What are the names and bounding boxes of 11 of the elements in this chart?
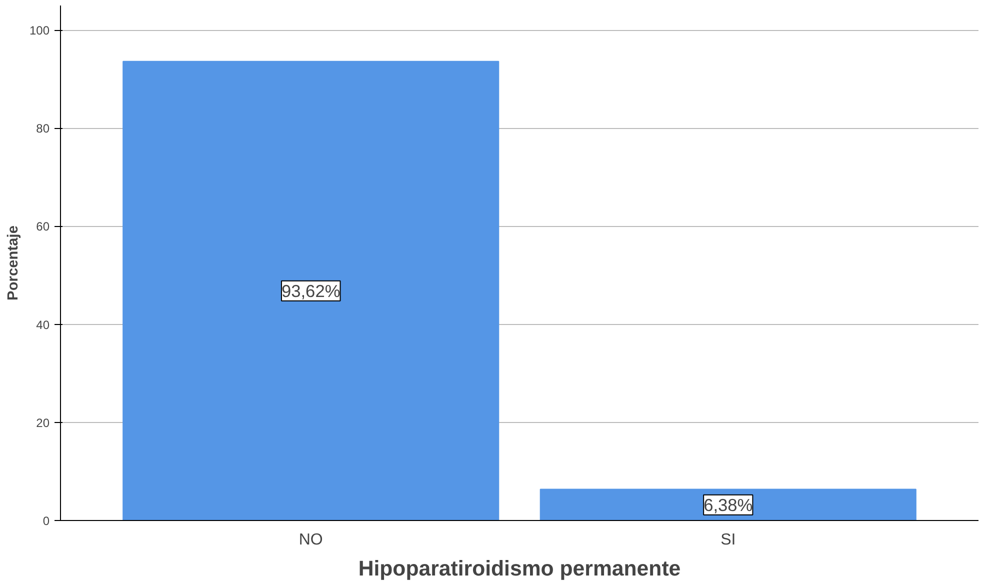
y-tick-label: 20 bbox=[36, 416, 50, 430]
y-tick-label: 40 bbox=[36, 318, 50, 332]
x-tick-label: SI bbox=[720, 532, 736, 548]
y-tick-label: 0 bbox=[42, 514, 50, 528]
y-axis-title: Porcentaje bbox=[5, 226, 22, 300]
y-tick-label: 100 bbox=[29, 24, 50, 38]
x-axis-title: Hipoparatiroidismo permanente bbox=[358, 556, 681, 580]
y-tick-label: 60 bbox=[36, 220, 50, 234]
x-tick-label: NO bbox=[298, 532, 323, 548]
data-label: 6,38% bbox=[704, 494, 753, 515]
y-tick-label: 80 bbox=[36, 122, 50, 136]
